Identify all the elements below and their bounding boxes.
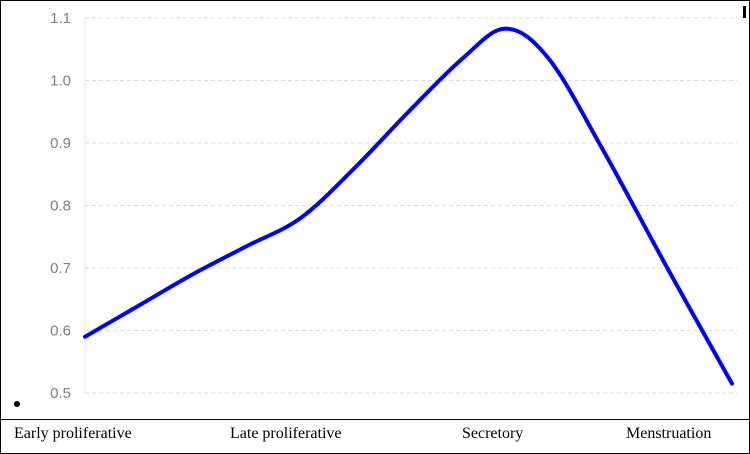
line-chart: 0.5 0.6 0.7 0.8 0.9 1.0 1.1 [50,10,737,402]
category-label-secretory: Secretory [462,425,524,442]
y-tick-label: 0.9 [50,135,71,152]
y-tick-label: 0.7 [50,260,71,277]
series-line [83,26,734,386]
series-layer [83,26,734,386]
gridlines [84,17,737,394]
y-tick-label: 1.1 [50,10,71,27]
bullet-marker [14,401,20,407]
category-label-row: Early proliferative Late proliferative S… [1,419,749,453]
corner-mark [743,6,746,18]
y-tick-label: 0.6 [50,323,71,340]
y-axis-ticks: 0.5 0.6 0.7 0.8 0.9 1.0 1.1 [50,10,71,402]
y-tick-label: 1.0 [50,73,71,90]
y-tick-label: 0.8 [50,198,71,215]
y-tick-label: 0.5 [50,385,71,402]
category-label-menstruation: Menstruation [626,425,712,442]
category-label-late-proliferative: Late proliferative [230,425,342,442]
category-label-early-proliferative: Early proliferative [14,425,132,442]
